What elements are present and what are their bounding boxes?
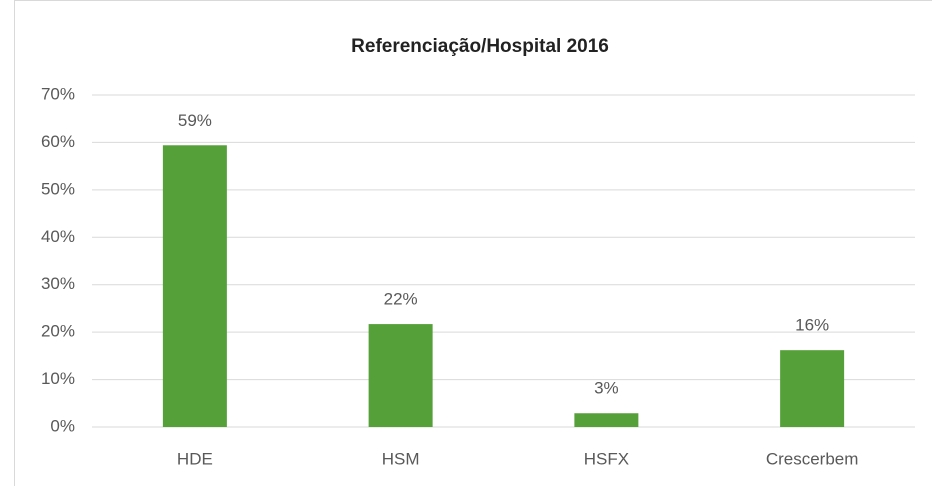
y-tick-label: 0% xyxy=(50,416,75,435)
data-label: 16% xyxy=(795,316,829,335)
y-tick-label: 40% xyxy=(41,227,75,246)
y-tick-label: 60% xyxy=(41,132,75,151)
y-tick-label: 10% xyxy=(41,369,75,388)
y-tick-label: 70% xyxy=(41,84,75,103)
x-tick-label: Crescerbem xyxy=(766,449,859,468)
y-tick-label: 20% xyxy=(41,322,75,341)
bar xyxy=(780,350,845,427)
bar xyxy=(368,324,433,427)
chart-title: Referenciação/Hospital 2016 xyxy=(351,36,609,57)
bar xyxy=(162,145,227,427)
x-tick-label: HSFX xyxy=(584,449,629,468)
x-tick-label: HSM xyxy=(382,449,420,468)
data-label: 59% xyxy=(178,111,212,130)
data-label: 22% xyxy=(384,290,418,309)
data-label: 3% xyxy=(594,379,619,398)
y-tick-label: 50% xyxy=(41,179,75,198)
bar xyxy=(574,413,639,427)
x-tick-label: HDE xyxy=(177,449,213,468)
y-tick-label: 30% xyxy=(41,274,75,293)
